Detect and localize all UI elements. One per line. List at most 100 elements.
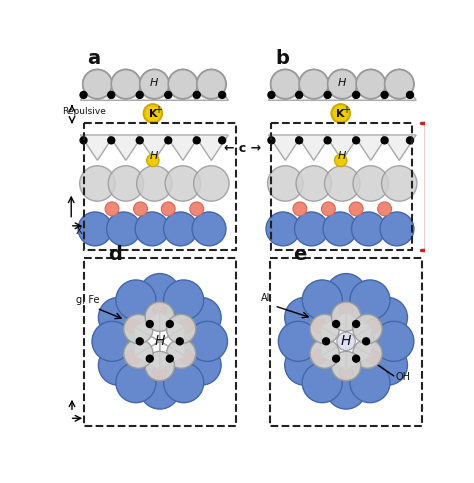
Polygon shape: [137, 75, 171, 100]
Circle shape: [146, 154, 159, 167]
Polygon shape: [135, 341, 160, 370]
Circle shape: [350, 363, 390, 403]
Text: e: e: [293, 245, 306, 265]
Text: X: X: [76, 226, 82, 236]
Polygon shape: [160, 341, 185, 370]
Text: g, Fe: g, Fe: [76, 295, 100, 305]
Circle shape: [99, 298, 138, 338]
Polygon shape: [166, 75, 200, 100]
Polygon shape: [346, 341, 372, 370]
Circle shape: [168, 70, 198, 99]
Text: d: d: [108, 245, 122, 265]
Polygon shape: [135, 327, 160, 356]
Circle shape: [135, 212, 169, 246]
Circle shape: [116, 363, 156, 403]
Circle shape: [331, 104, 350, 123]
Polygon shape: [346, 312, 372, 341]
Circle shape: [164, 280, 204, 320]
Circle shape: [324, 137, 331, 144]
Circle shape: [310, 339, 339, 368]
Circle shape: [124, 314, 153, 343]
Circle shape: [197, 70, 226, 99]
Circle shape: [145, 351, 174, 381]
Text: +: +: [154, 104, 162, 114]
Circle shape: [407, 91, 413, 99]
Circle shape: [367, 345, 408, 385]
Circle shape: [271, 70, 300, 99]
Circle shape: [353, 91, 360, 99]
Text: H: H: [338, 151, 346, 161]
Circle shape: [335, 154, 347, 167]
Circle shape: [166, 314, 196, 343]
Polygon shape: [166, 135, 200, 160]
Polygon shape: [325, 75, 359, 100]
Circle shape: [353, 314, 382, 343]
Circle shape: [310, 314, 339, 343]
Circle shape: [193, 91, 200, 99]
Circle shape: [380, 212, 414, 246]
Text: H: H: [338, 78, 346, 87]
Circle shape: [166, 339, 196, 368]
Circle shape: [328, 70, 357, 99]
Polygon shape: [81, 75, 114, 100]
Text: +: +: [342, 104, 350, 114]
Circle shape: [268, 91, 275, 99]
Circle shape: [296, 137, 302, 144]
Circle shape: [99, 345, 138, 385]
Circle shape: [180, 319, 193, 333]
Circle shape: [326, 273, 366, 313]
Circle shape: [137, 91, 143, 99]
Circle shape: [181, 345, 221, 385]
Circle shape: [108, 91, 115, 99]
Circle shape: [333, 321, 339, 327]
Polygon shape: [137, 135, 171, 160]
Text: a: a: [87, 49, 100, 68]
Circle shape: [219, 137, 226, 144]
Circle shape: [299, 70, 328, 99]
Polygon shape: [297, 135, 331, 160]
Circle shape: [353, 355, 360, 362]
Polygon shape: [383, 135, 416, 160]
Circle shape: [78, 212, 112, 246]
Polygon shape: [194, 135, 228, 160]
Circle shape: [353, 339, 382, 368]
Circle shape: [349, 202, 363, 216]
Circle shape: [367, 298, 408, 338]
Circle shape: [382, 166, 417, 201]
Polygon shape: [194, 75, 228, 100]
Text: b: b: [275, 49, 289, 68]
Circle shape: [366, 319, 380, 333]
Circle shape: [271, 70, 300, 99]
Circle shape: [328, 70, 357, 99]
Circle shape: [92, 321, 132, 361]
Polygon shape: [109, 75, 143, 100]
Circle shape: [190, 202, 204, 216]
Circle shape: [111, 70, 140, 99]
Circle shape: [296, 166, 331, 201]
Circle shape: [323, 338, 329, 345]
Circle shape: [111, 70, 140, 99]
Polygon shape: [321, 327, 346, 356]
Circle shape: [166, 339, 196, 368]
Circle shape: [124, 314, 153, 343]
Circle shape: [140, 70, 169, 99]
Circle shape: [161, 202, 175, 216]
Polygon shape: [268, 75, 302, 100]
Circle shape: [331, 351, 361, 381]
Circle shape: [293, 202, 307, 216]
Circle shape: [366, 350, 380, 364]
Circle shape: [331, 302, 361, 331]
Text: Repulsive: Repulsive: [62, 107, 106, 116]
Circle shape: [137, 137, 143, 144]
Circle shape: [134, 202, 147, 216]
Circle shape: [353, 166, 389, 201]
Polygon shape: [321, 312, 346, 341]
Circle shape: [145, 351, 174, 381]
Circle shape: [374, 321, 414, 361]
Circle shape: [168, 70, 198, 99]
Circle shape: [145, 302, 174, 331]
Circle shape: [108, 166, 144, 201]
Circle shape: [356, 70, 385, 99]
Circle shape: [181, 298, 221, 338]
Polygon shape: [297, 75, 331, 100]
